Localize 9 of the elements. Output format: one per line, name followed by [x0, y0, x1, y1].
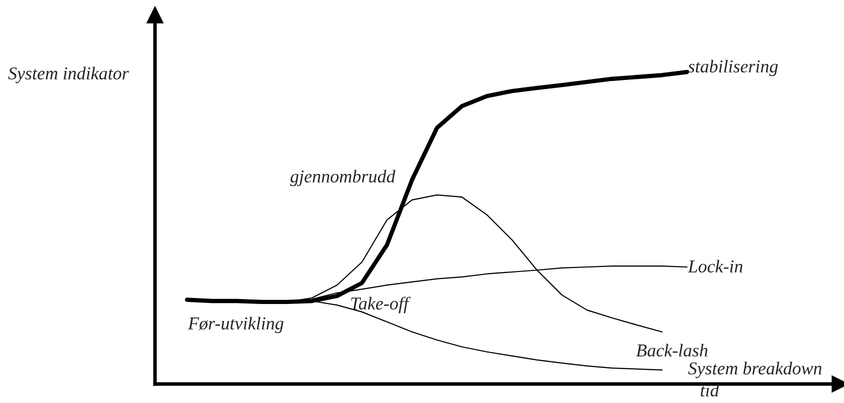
annotation: Back-lash [636, 344, 708, 357]
annotation: Før-utvikling [188, 316, 284, 334]
annotation: System breakdown [688, 362, 822, 378]
annotation: stabilisering [688, 60, 778, 76]
y-axis-title: System indikator [8, 66, 129, 84]
x-axis-title: tid [700, 384, 720, 397]
annotation: Lock-in [688, 260, 742, 273]
annotation: Take-off [351, 296, 411, 314]
annotation: gjennombrudd [290, 170, 396, 186]
